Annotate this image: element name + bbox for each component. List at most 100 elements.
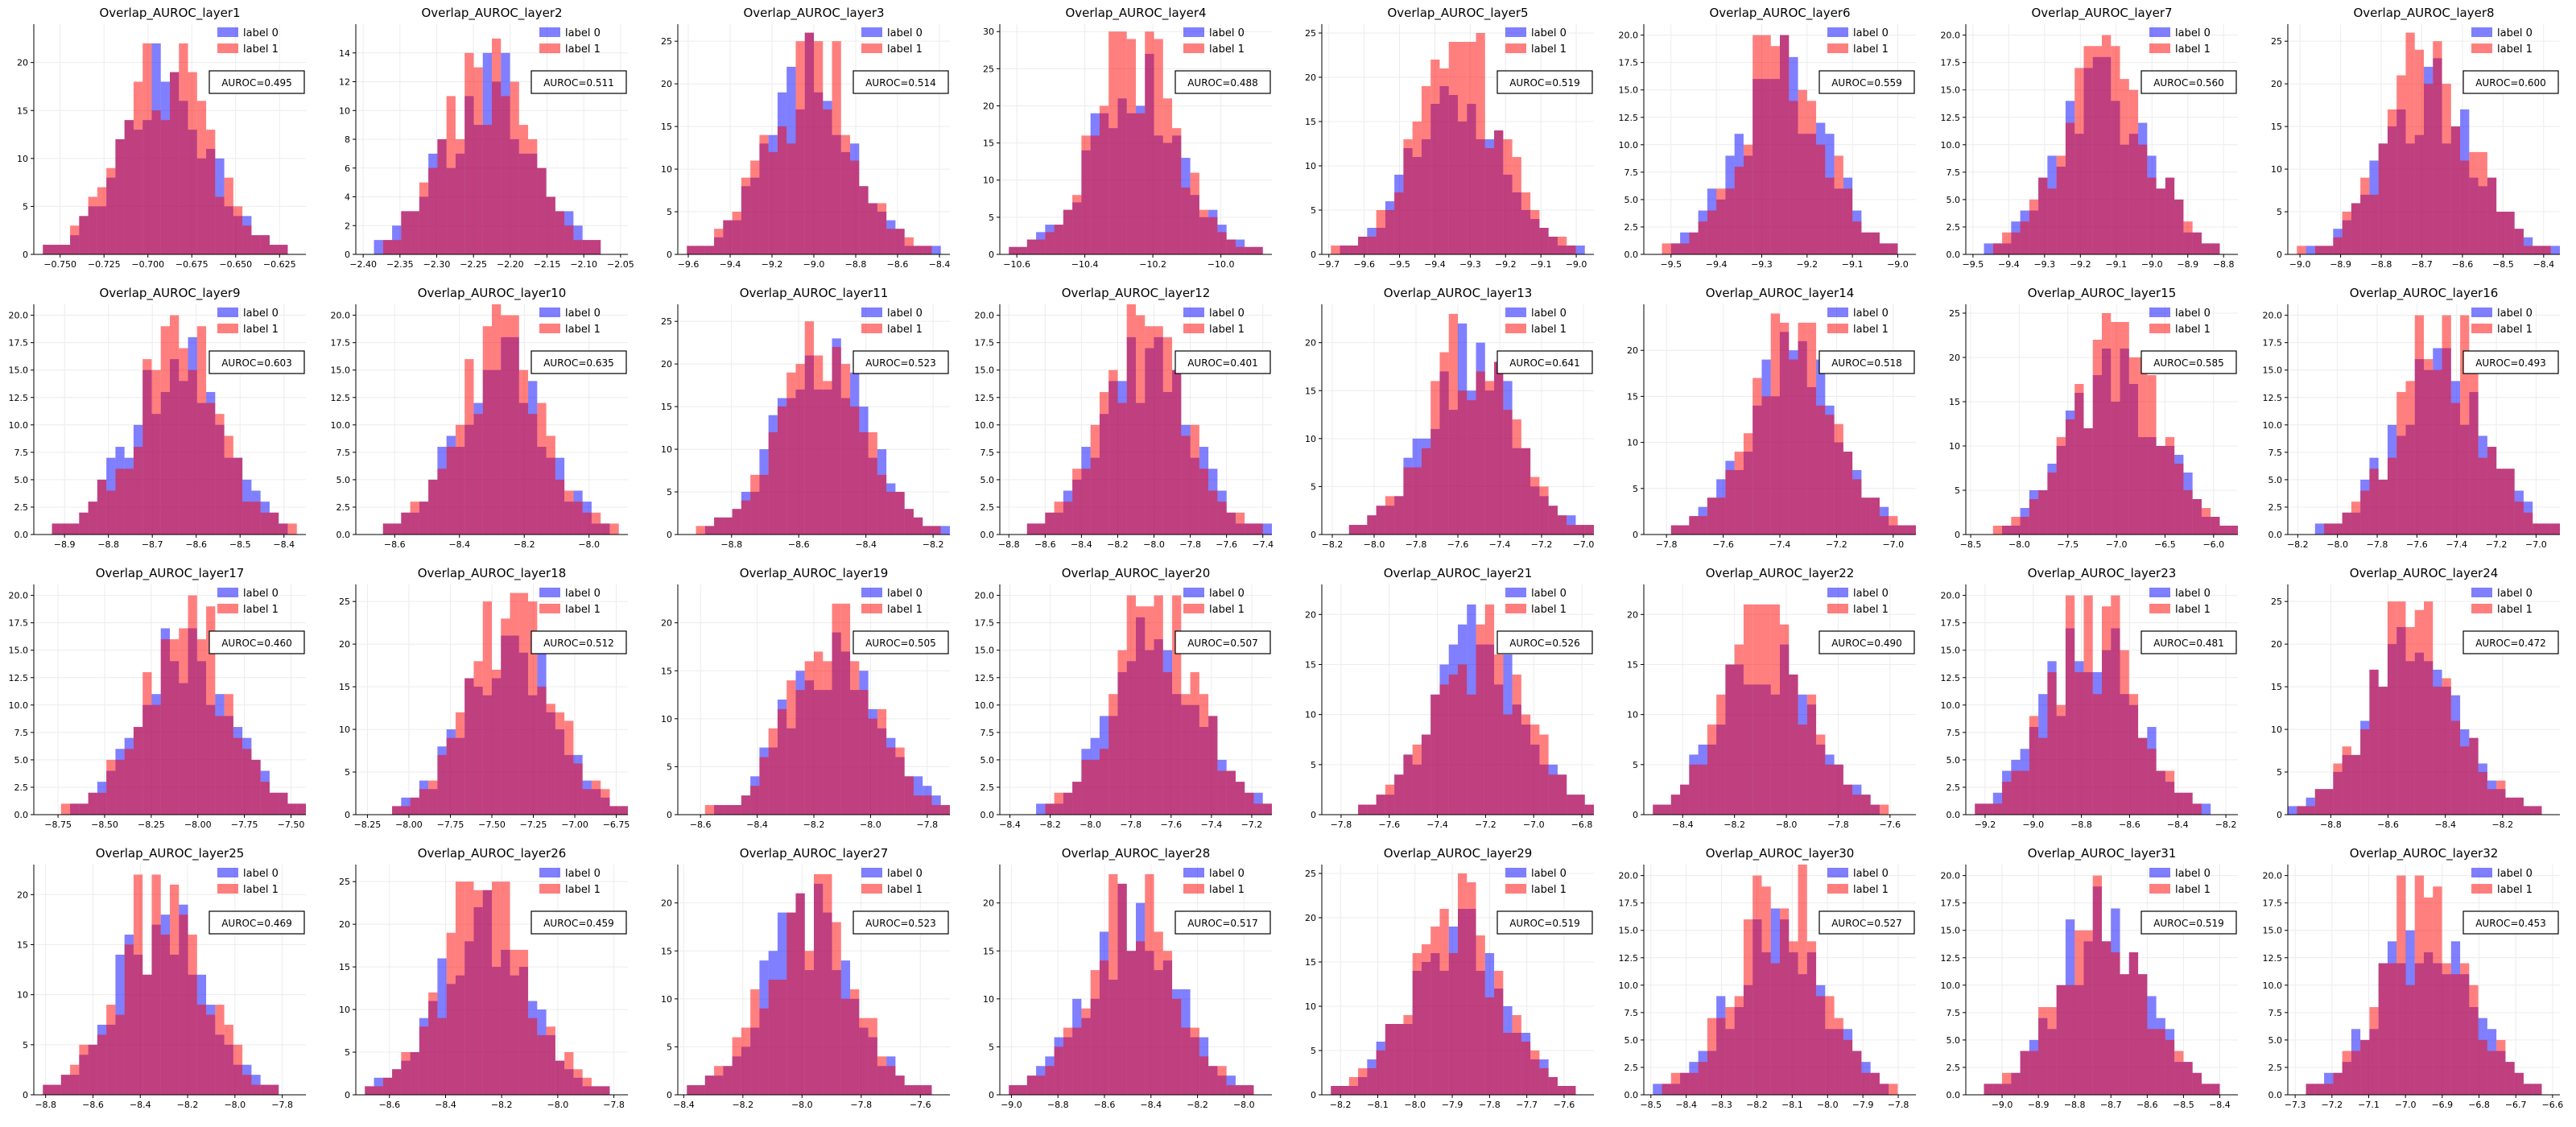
legend-label: label 0 [1209,868,1245,880]
auroc-label: AUROC=0.635 [543,357,614,369]
bar-label1 [1063,502,1073,535]
bar-label1 [1680,525,1690,535]
x-tick-label: −9.0 [1887,259,1909,270]
bar-label1 [1367,515,1377,535]
bar-label1 [437,1018,447,1095]
x-tick-label: −8.4 [2209,1100,2231,1110]
auroc-label: AUROC=0.523 [865,357,936,369]
bar-label1 [1117,31,1127,255]
legend-label: label 1 [565,884,601,896]
auroc-label: AUROC=0.507 [1187,638,1258,649]
x-tick-label: −9.6 [678,259,700,270]
legend-label: label 0 [887,27,923,39]
y-tick-label: 12.5 [9,393,29,403]
bar-label1 [1530,724,1540,815]
bar-label1 [88,196,97,254]
legend-label: label 1 [2175,884,2211,896]
bar-label1 [591,512,601,535]
legend-label: label 0 [1853,27,1889,39]
legend-label: label 0 [243,588,279,600]
y-tick-label: 20.0 [1941,31,1961,41]
y-tick-label: 20.0 [9,311,29,321]
bar-label1 [1162,98,1173,255]
bar-label1 [401,512,411,535]
auroc-box [1496,910,1593,935]
bar-label1 [1421,86,1431,254]
bar-label1 [582,1077,592,1095]
bar-label1 [618,806,628,815]
bar-label1 [1843,1039,1853,1095]
bar-label1 [2487,789,2497,815]
bar-label1 [2047,473,2057,535]
bar-label1 [1992,243,2003,254]
bar-label1 [868,718,877,815]
bar-label1 [2396,75,2406,254]
bar-label1 [886,1066,896,1095]
bar-label1 [1072,782,1082,815]
bar-label1 [814,355,824,535]
x-tick-label: −8.8 [2213,259,2235,270]
legend-label: label 1 [243,604,279,616]
bar-label1 [1734,996,1744,1095]
bar-label0 [1653,1084,1662,1095]
bar-label1 [741,177,751,254]
bar-label1 [1992,803,2003,815]
y-tick-label: 10 [1949,441,1960,452]
bar-label1 [1725,469,1735,535]
bar-label1 [2165,437,2175,535]
bar-label1 [1861,232,1871,254]
y-tick-label: 5.0 [1946,195,1961,205]
histogram-panel: −9.0 −8.9 −8.8 −8.7 −8.6 −8.5 −8.40510152025Ov… [2271,6,2560,270]
x-tick-label: −6.7 [2505,1100,2527,1110]
bar-label1 [2478,151,2487,254]
y-tick-label: 15.0 [1619,85,1639,96]
bar-label1 [1789,674,1798,815]
y-tick-label: 12.5 [1941,673,1961,683]
y-tick-label: 0 [345,810,350,820]
auroc-box [852,350,949,374]
bar-label1 [1421,734,1431,815]
bar-label1 [2147,177,2157,254]
auroc-label: AUROC=0.453 [2475,918,2546,929]
bar-label1 [786,143,796,254]
bar-label1 [609,806,619,815]
bar-label1 [2424,897,2434,1095]
bar-label1 [859,431,869,535]
x-tick-label: −2.10 [570,259,597,270]
bar-label1 [2038,737,2048,815]
x-tick-label: −7.9 [1852,1100,1874,1110]
bar-label1 [1816,144,1826,254]
bar-label1 [419,789,429,815]
bar-label1 [804,321,814,535]
chart-title: Overlap_AUROC_layer29 [1384,846,1533,861]
x-tick-label: −8.2 [491,1100,513,1110]
x-tick-label: −7.75 [437,819,464,830]
bar-label1 [2514,797,2524,815]
bar-label1 [1439,68,1449,254]
bar-label1 [2487,1051,2497,1095]
bar-label1 [2192,803,2202,815]
y-tick-label: 7.5 [336,448,351,458]
bar-label1 [2541,523,2551,535]
auroc-box [1496,630,1593,654]
bar-label1 [1054,502,1063,535]
y-tick-label: 0 [667,250,672,260]
bar-label1 [142,43,152,254]
y-tick-label: 20.0 [975,311,995,321]
bar-label1 [2387,457,2397,535]
bar-label1 [1439,352,1449,535]
bar-label1 [224,694,233,815]
y-tick-label: 10 [1305,710,1316,720]
bar-label1 [2219,526,2229,535]
bar-label1 [1484,997,1495,1095]
bar-label1 [1670,1072,1681,1095]
y-tick-label: 15 [2271,122,2282,132]
y-tick-label: 25 [2271,597,2282,607]
y-tick-label: 15 [661,666,672,676]
bar-label1 [1716,497,1726,535]
bar-label1 [2360,490,2370,535]
legend-label: label 0 [2175,308,2211,320]
x-tick-label: −7.7 [1516,1100,1538,1110]
bar-label1 [1117,402,1127,535]
y-tick-label: 10.0 [975,700,995,711]
